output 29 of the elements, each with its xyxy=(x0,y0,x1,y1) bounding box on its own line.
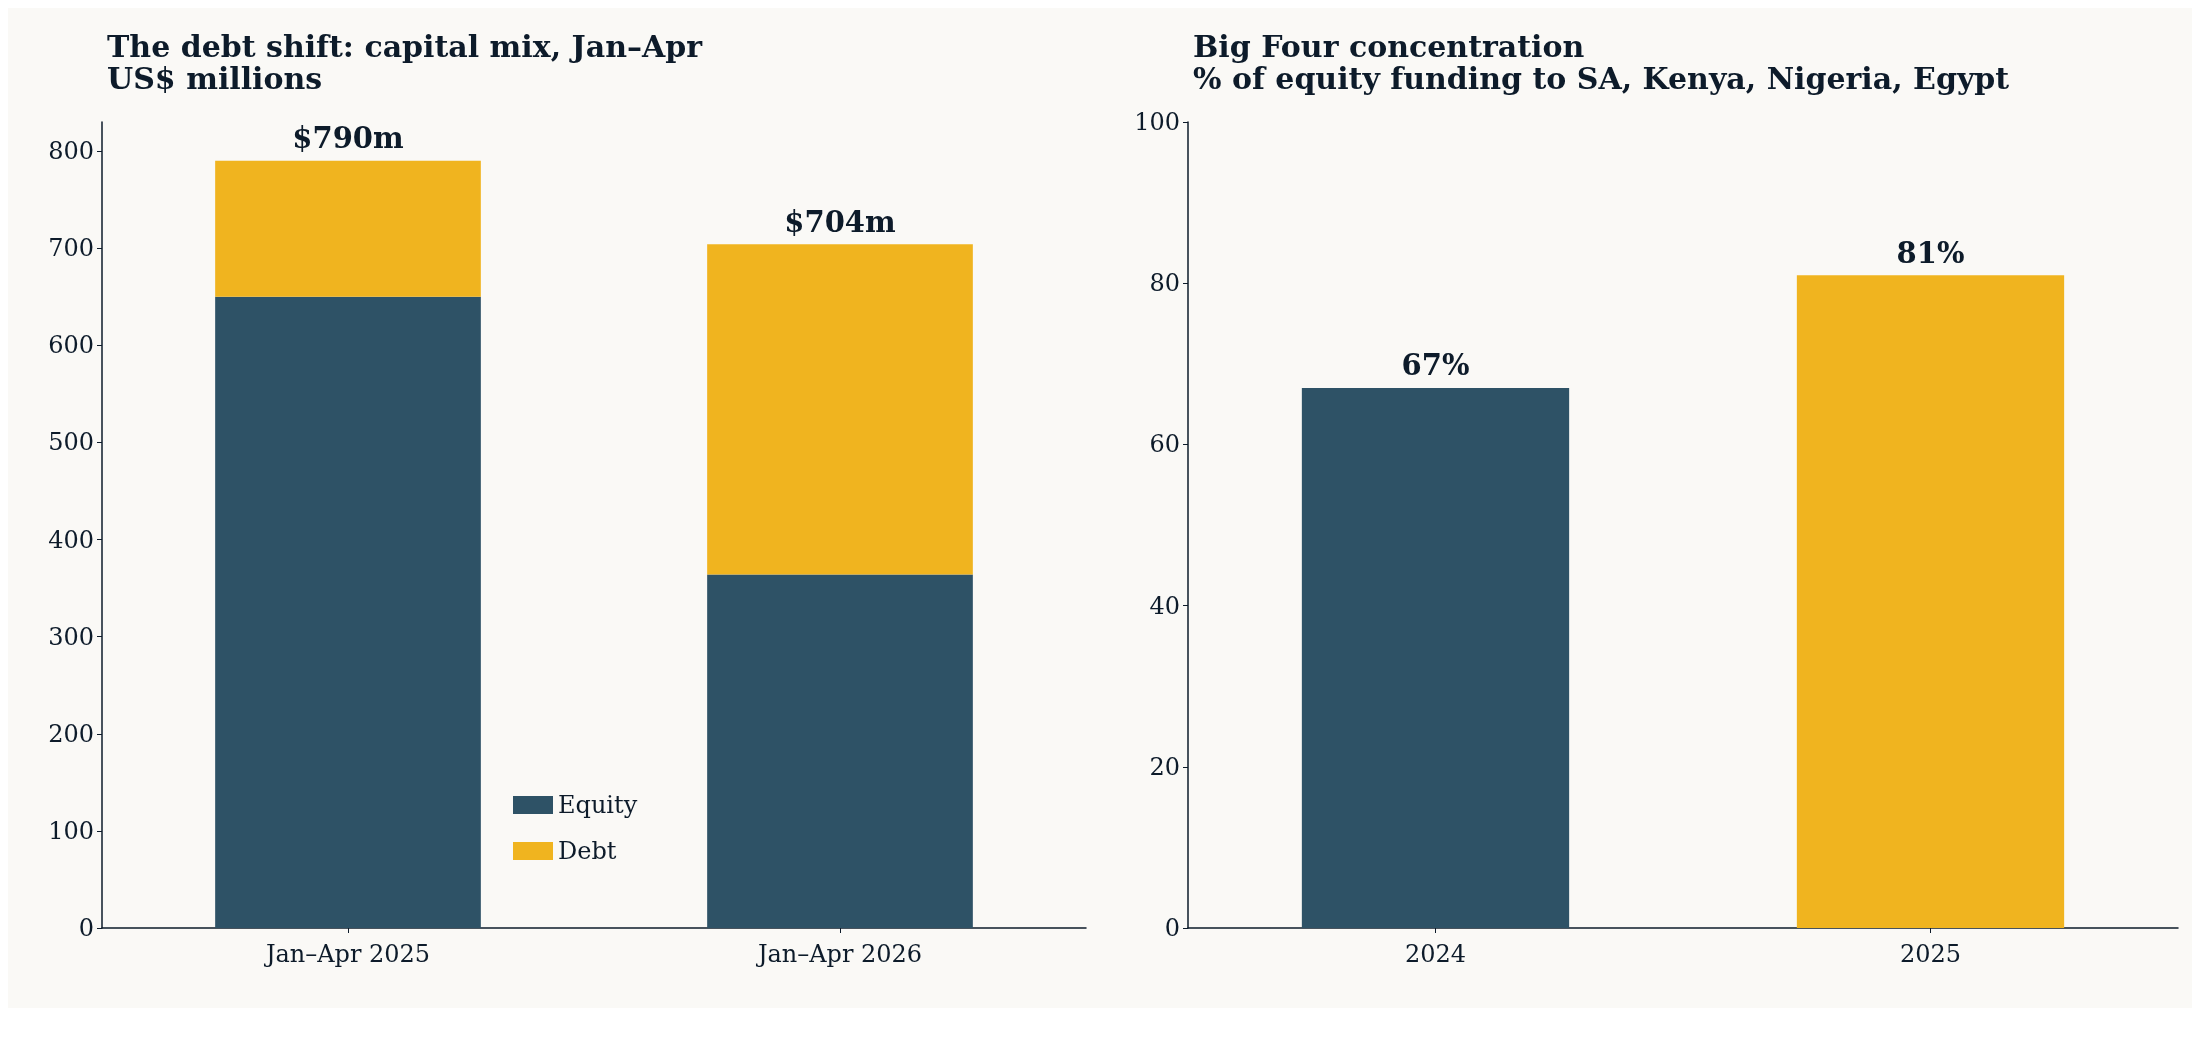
y-tick-label: 100 xyxy=(48,816,94,845)
y-tick-label: 200 xyxy=(48,719,94,748)
bar xyxy=(215,160,481,297)
y-tick-label: 700 xyxy=(48,234,94,263)
x-tick-label: 2025 xyxy=(1899,940,1962,968)
y-tick-label: 40 xyxy=(1149,591,1180,620)
y-tick-label: 0 xyxy=(78,914,94,942)
y-tick-label: 300 xyxy=(48,622,94,651)
y-tick-label: 500 xyxy=(48,428,94,457)
x-tick-label: 2024 xyxy=(1404,940,1467,968)
y-tick-label: 600 xyxy=(48,331,94,360)
bar xyxy=(215,296,481,928)
total-label: $704m xyxy=(784,204,897,239)
y-tick-label: 400 xyxy=(48,525,94,554)
y-tick-label: 20 xyxy=(1149,752,1180,781)
y-tick-label: 100 xyxy=(1134,108,1180,136)
x-tick-label: Jan–Apr 2026 xyxy=(754,940,923,968)
legend-label: Debt xyxy=(558,837,617,865)
total-label: $790m xyxy=(292,121,405,156)
x-tick-label: Jan–Apr 2025 xyxy=(262,940,431,968)
y-tick-label: 80 xyxy=(1149,269,1180,298)
data-label: 81% xyxy=(1896,235,1965,270)
y-tick-label: 60 xyxy=(1149,430,1180,459)
bar xyxy=(707,244,973,575)
bar xyxy=(707,574,973,928)
y-tick-label: 800 xyxy=(48,137,94,166)
data-label: 67% xyxy=(1401,348,1470,383)
y-tick-label: 0 xyxy=(1164,914,1180,942)
legend-label: Equity xyxy=(558,791,638,819)
